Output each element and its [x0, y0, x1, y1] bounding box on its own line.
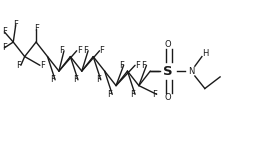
Text: O: O [165, 93, 171, 102]
Text: N: N [188, 67, 194, 76]
Text: F: F [96, 75, 101, 84]
Text: F: F [34, 24, 39, 33]
Text: F: F [119, 61, 124, 70]
Text: F: F [13, 20, 18, 29]
Text: F: F [2, 43, 7, 52]
Text: S: S [163, 65, 173, 78]
Text: F: F [77, 46, 81, 55]
Text: F: F [99, 46, 104, 55]
Text: F: F [83, 46, 88, 55]
Text: F: F [130, 90, 135, 99]
Text: F: F [16, 61, 21, 70]
Text: F: F [135, 61, 140, 70]
Text: O: O [165, 40, 171, 49]
Text: F: F [142, 61, 146, 70]
Text: F: F [73, 75, 78, 84]
Text: F: F [152, 90, 157, 99]
Text: F: F [50, 75, 55, 84]
Text: F: F [40, 61, 45, 70]
Text: H: H [202, 49, 208, 58]
Text: F: F [59, 46, 64, 55]
Text: F: F [107, 90, 112, 99]
Text: F: F [2, 27, 7, 36]
